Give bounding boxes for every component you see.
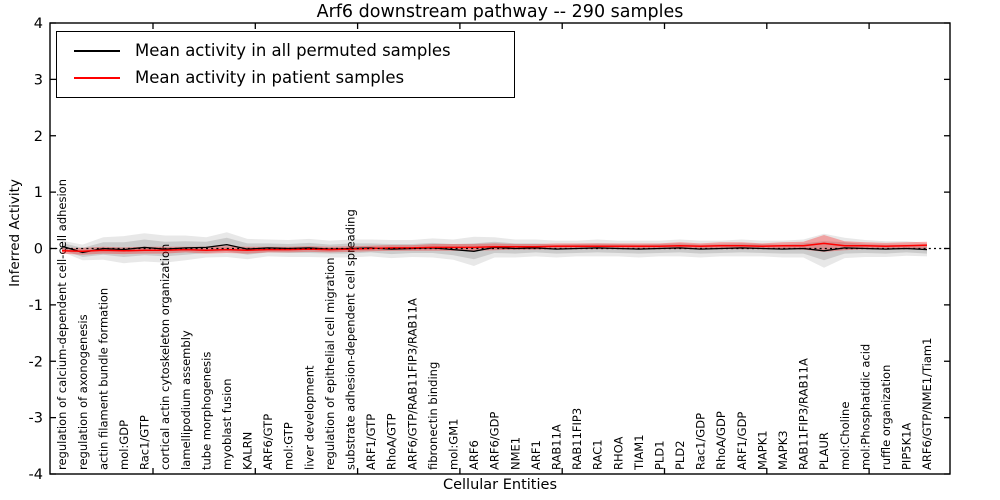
- x-tick-label: cortical actin cytoskeleton organization: [158, 244, 172, 470]
- x-tick-label: PLD1: [652, 440, 666, 470]
- x-tick-label: mol:GTP: [282, 422, 296, 470]
- x-tick-label: mol:Phosphatidic acid: [858, 344, 872, 470]
- x-tick-label: RAB11FIP3/RAB11A: [797, 358, 811, 470]
- x-tick-label: RAB11A: [549, 424, 563, 470]
- x-tick-label: PLAUR: [817, 432, 831, 470]
- x-tick-label: substrate adhesion-dependent cell spread…: [344, 209, 358, 470]
- x-tick-label: regulation of calcium-dependent cell-cel…: [55, 179, 69, 470]
- x-tick-label: ARF6/GTP: [261, 414, 275, 470]
- x-tick-label: MAPK3: [776, 430, 790, 470]
- x-tick-label: RHOA: [611, 437, 625, 470]
- x-tick-label: ARF1/GDP: [735, 412, 749, 470]
- permuted-line-swatch: [74, 50, 120, 53]
- y-tick-label: 3: [34, 72, 43, 88]
- chart-title: Arf6 downstream pathway -- 290 samples: [316, 2, 684, 22]
- x-axis-label: Cellular Entities: [442, 477, 558, 493]
- permuted-range-inner-band: [62, 237, 927, 261]
- legend-label-patient: Mean activity in patient samples: [135, 68, 405, 87]
- x-tick-label: PIP5K1A: [900, 423, 914, 470]
- y-axis-label: Inferred Activity: [7, 179, 23, 287]
- x-tick-label: TIAM1: [632, 434, 646, 471]
- x-tick-label: mol:Choline: [838, 402, 852, 470]
- x-tick-label: ARF1/GTP: [364, 414, 378, 470]
- x-tick-label: myoblast fusion: [220, 378, 234, 470]
- patient-line-swatch: [74, 76, 120, 79]
- x-tick-label: ruffle organization: [879, 365, 893, 470]
- y-tick-label: -1: [29, 298, 43, 314]
- x-tick-label: ARF6/GTP/RAB11FIP3/RAB11A: [405, 298, 419, 470]
- x-tick-label: lamellipodium assembly: [179, 330, 193, 470]
- x-tick-label: ARF6/GTP/NME1/Tiam1: [920, 338, 934, 470]
- x-tick-label: NME1: [508, 437, 522, 470]
- x-tick-label: liver development: [302, 365, 316, 470]
- x-tick-label: regulation of axonogenesis: [76, 314, 90, 470]
- y-tick-label: 2: [34, 129, 43, 145]
- x-tick-label: RhoA/GTP: [385, 413, 399, 470]
- x-tick-label: RAC1: [591, 439, 605, 470]
- x-tick-label: Rac1/GTP: [138, 415, 152, 470]
- x-tick-label: tube morphogenesis: [199, 352, 213, 470]
- x-tick-label: ARF6: [467, 440, 481, 470]
- legend-label-permuted: Mean activity in all permuted samples: [135, 41, 451, 61]
- y-tick-label: -4: [29, 467, 43, 483]
- x-tick-label: actin filament bundle formation: [96, 288, 110, 470]
- x-tick-label: RhoA/GDP: [714, 411, 728, 470]
- y-tick-label: 0: [34, 242, 43, 258]
- legend: Mean activity in all permuted samples Me…: [56, 31, 515, 98]
- legend-item-patient: Mean activity in patient samples: [74, 68, 514, 88]
- permuted-range-outer-band: [62, 232, 927, 268]
- x-tick-label: PLD2: [673, 440, 687, 470]
- y-tick-label: -3: [29, 411, 43, 427]
- y-tick-label: -2: [29, 354, 43, 370]
- x-tick-label: Rac1/GDP: [694, 413, 708, 470]
- y-tick-label: 1: [34, 185, 43, 201]
- x-tick-label: MAPK1: [755, 430, 769, 470]
- x-tick-label: RAB11FIP3: [570, 408, 584, 470]
- y-tick-label: 4: [34, 16, 43, 32]
- x-tick-label: regulation of epithelial cell migration: [323, 258, 337, 470]
- legend-item-permuted: Mean activity in all permuted samples: [74, 41, 514, 61]
- x-tick-label: mol:GDP: [117, 420, 131, 470]
- x-tick-label: mol:GM1: [447, 419, 461, 470]
- x-tick-label: fibronectin binding: [426, 362, 440, 470]
- patient-mean-line: [61, 242, 928, 253]
- x-tick-label: ARF1: [529, 440, 543, 470]
- x-tick-label: ARF6/GDP: [488, 412, 502, 470]
- x-tick-label: KALRN: [241, 432, 255, 470]
